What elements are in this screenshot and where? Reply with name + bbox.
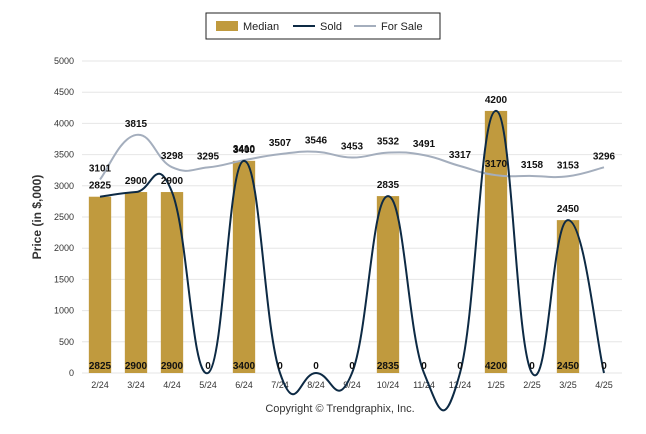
for-sale-value-label: 3153: [557, 160, 580, 171]
median-value-label: 4200: [485, 361, 508, 372]
y-tick-label: 1500: [54, 274, 74, 284]
median-value-label: 0: [457, 361, 463, 372]
median-value-label: 2900: [125, 361, 148, 372]
sold-value-label: 2900: [125, 176, 148, 187]
x-tick-label: 12/24: [449, 380, 472, 390]
median-value-label: 0: [277, 361, 283, 372]
x-tick-label: 8/24: [307, 380, 325, 390]
x-tick-label: 1/25: [487, 380, 505, 390]
legend-median-swatch: [216, 21, 238, 31]
y-tick-label: 1000: [54, 306, 74, 316]
median-value-label: 0: [421, 361, 427, 372]
data-labels: 3101 3815 3298 3295 3410 3507 3546 3453 3532 3491…: [89, 95, 616, 372]
for-sale-value-label: 3295: [197, 151, 220, 162]
y-tick-label: 3500: [54, 150, 74, 160]
y-tick-label: 5000: [54, 56, 74, 66]
median-bars: [88, 110, 580, 374]
x-tick-label: 7/24: [271, 380, 289, 390]
for-sale-value-label: 3532: [377, 137, 400, 148]
for-sale-line: [99, 133, 605, 181]
legend-for-sale-label: For Sale: [381, 21, 423, 33]
median-bar: [556, 220, 580, 373]
median-bar: [88, 196, 112, 373]
x-tick-label: 2/24: [91, 380, 109, 390]
median-value-label: 0: [601, 361, 607, 372]
median-bar: [232, 160, 256, 373]
x-tick-label: 5/24: [199, 380, 217, 390]
median-value-label: 3400: [233, 361, 256, 372]
y-axis-title: Price (in $,000): [30, 175, 44, 260]
sold-line: [99, 109, 605, 412]
y-tick-label: 3000: [54, 181, 74, 191]
for-sale-value-label: 3491: [413, 139, 436, 150]
for-sale-value-label: 3296: [593, 151, 616, 162]
legend-box: [205, 12, 441, 40]
y-axis-ticks: 0 500 1000 1500 2000 2500 3000 3500 4000 4500 5000: [54, 56, 74, 378]
median-value-label: 0: [205, 361, 211, 372]
sold-value-label: 4200: [485, 95, 508, 106]
x-axis-ticks: 2/24 3/24 4/24 5/24 6/24 7/24 8/24 9/24 10/24 11/…: [91, 380, 613, 390]
x-tick-label: 3/24: [127, 380, 145, 390]
x-tick-label: 3/25: [559, 380, 577, 390]
median-value-label: 0: [529, 361, 535, 372]
x-tick-label: 9/24: [343, 380, 361, 390]
sold-value-label: 2835: [377, 180, 400, 191]
for-sale-value-label: 3546: [305, 136, 328, 147]
median-value-label: 2825: [89, 361, 112, 372]
median-value-label: 2900: [161, 361, 184, 372]
for-sale-value-label: 3453: [341, 142, 364, 153]
sold-value-label: 2825: [89, 181, 112, 192]
x-tick-label: 11/24: [413, 380, 435, 390]
y-tick-label: 500: [59, 337, 74, 347]
median-bar: [376, 196, 400, 373]
x-tick-label: 6/24: [235, 380, 253, 390]
median-bar: [484, 110, 508, 374]
series-lines: [99, 109, 605, 412]
x-tick-label: 4/25: [595, 380, 613, 390]
sold-value-label: 2450: [557, 204, 580, 215]
median-bar: [124, 192, 148, 373]
y-tick-label: 4000: [54, 118, 74, 128]
y-tick-label: 0: [69, 368, 74, 378]
legend-sold-label: Sold: [320, 21, 342, 33]
for-sale-value-label: 3410: [233, 144, 256, 155]
for-sale-value-label: 3101: [89, 163, 112, 174]
sold-value-label: 3400: [233, 145, 256, 156]
for-sale-value-label: 3298: [161, 151, 184, 162]
copyright-footer: Copyright © Trendgraphix, Inc.: [265, 403, 414, 415]
legend-median-label: Median: [243, 21, 279, 33]
x-tick-label: 10/24: [377, 380, 400, 390]
y-tick-label: 4500: [54, 87, 74, 97]
median-value-label: 0: [313, 361, 319, 372]
for-sale-value-label: 3815: [125, 119, 148, 130]
sold-value-label: 2900: [161, 176, 184, 187]
median-value-label: 2450: [557, 361, 580, 372]
median-value-label: 2835: [377, 361, 400, 372]
for-sale-value-label: 3507: [269, 138, 292, 149]
y-tick-label: 2500: [54, 212, 74, 222]
for-sale-value-label: 3317: [449, 150, 472, 161]
x-tick-label: 4/24: [163, 380, 181, 390]
x-tick-label: 2/25: [523, 380, 541, 390]
for-sale-value-label: 3170: [485, 159, 508, 170]
median-value-label: 0: [349, 361, 355, 372]
y-tick-label: 2000: [54, 243, 74, 253]
legend: Median Sold For Sale: [205, 12, 441, 40]
for-sale-value-label: 3158: [521, 160, 544, 171]
median-bar: [160, 192, 184, 373]
